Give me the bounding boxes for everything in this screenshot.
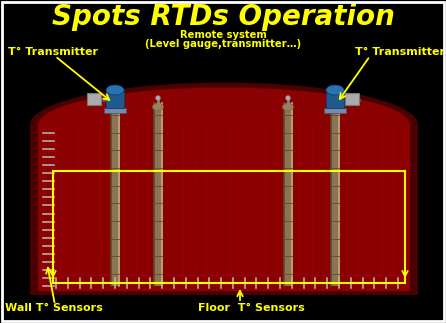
Text: Floor  T° Sensors: Floor T° Sensors <box>198 303 305 313</box>
Bar <box>345 93 359 105</box>
Bar <box>331 103 340 286</box>
Bar <box>324 108 346 113</box>
Bar <box>106 90 124 108</box>
Ellipse shape <box>153 103 164 110</box>
Text: Remote system: Remote system <box>180 30 266 40</box>
Text: T° Transmitter: T° Transmitter <box>355 47 445 57</box>
Bar <box>326 90 344 108</box>
Text: T° Transmitter: T° Transmitter <box>8 47 98 57</box>
Text: Spots RTDs Operation: Spots RTDs Operation <box>52 3 394 31</box>
Ellipse shape <box>282 103 293 110</box>
Text: (Level gauge,transmitter…): (Level gauge,transmitter…) <box>145 39 301 49</box>
Bar <box>111 103 120 286</box>
Text: Wall T° Sensors: Wall T° Sensors <box>5 303 103 313</box>
Ellipse shape <box>30 82 418 168</box>
Bar <box>38 125 410 291</box>
Bar <box>30 125 418 295</box>
Bar <box>104 108 126 113</box>
Ellipse shape <box>156 96 161 100</box>
Ellipse shape <box>285 96 290 100</box>
Ellipse shape <box>326 85 344 95</box>
Ellipse shape <box>106 85 124 95</box>
Bar <box>87 93 101 105</box>
Bar <box>154 103 163 286</box>
Bar <box>284 103 293 286</box>
Ellipse shape <box>38 88 410 162</box>
